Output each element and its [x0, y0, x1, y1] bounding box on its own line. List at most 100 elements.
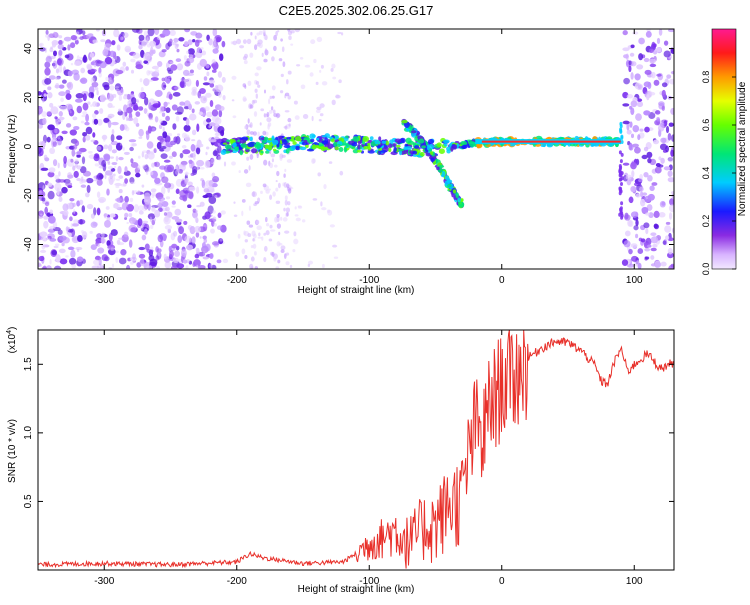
noise-cell: [93, 259, 100, 266]
streak-cell: [288, 123, 291, 127]
branch-cell: [452, 189, 457, 194]
noise-cell: [669, 212, 673, 220]
noise-cell: [192, 210, 198, 219]
noise-cell: [125, 66, 129, 71]
noise-cell: [126, 107, 133, 114]
noise-cell: [138, 34, 145, 41]
noise-cell: [644, 247, 651, 252]
streak-cell: [272, 109, 276, 114]
faint-cell: [72, 116, 78, 121]
carrier-cell: [381, 140, 387, 144]
noise-cell: [184, 178, 188, 185]
streak-cell: [254, 266, 259, 269]
noise-cell: [130, 158, 134, 164]
noise-cell: [118, 175, 124, 179]
noise-cell: [67, 70, 73, 77]
faint-cell: [73, 209, 76, 214]
faint-cell: [91, 113, 97, 119]
noise-cell: [92, 132, 96, 138]
noise-cell: [658, 29, 663, 36]
noise-cell: [162, 131, 168, 139]
carrier-cell: [446, 146, 451, 151]
faint-cell: [191, 129, 197, 136]
spike-cell: [620, 140, 624, 144]
faint-cell: [42, 97, 45, 103]
noise-cell: [81, 30, 86, 36]
streak-cell: [253, 111, 258, 117]
faint-cell: [174, 86, 180, 90]
noise-cell: [38, 210, 44, 217]
faint-cell: [209, 263, 213, 269]
faint-cell: [86, 33, 92, 40]
faint-cell: [123, 32, 129, 38]
noise-cell: [76, 256, 84, 262]
y-tick-label: -40: [23, 237, 34, 252]
noise-cell: [219, 130, 225, 137]
noise-cell: [81, 156, 86, 165]
faint-cell: [107, 121, 110, 124]
noise-cell: [652, 50, 658, 55]
noise-cell: [65, 93, 72, 100]
noise-cell: [627, 219, 633, 227]
noise-cell: [634, 73, 641, 81]
faint-cell: [214, 89, 219, 92]
faint-cell: [87, 64, 92, 69]
noise-cell: [156, 141, 162, 150]
streak-cell: [242, 83, 247, 88]
faint-cell: [232, 40, 237, 46]
noise-cell: [202, 235, 207, 240]
faint-cell: [338, 79, 342, 84]
noise-cell: [208, 79, 215, 84]
streak-cell: [283, 173, 286, 178]
noise-cell: [667, 170, 673, 177]
streak-cell: [284, 168, 287, 173]
streak-cell: [262, 29, 266, 34]
carrier-cell: [303, 139, 308, 143]
noise-cell: [138, 253, 146, 259]
noise-cell: [110, 133, 115, 143]
streak-cell: [253, 251, 257, 256]
noise-cell: [52, 60, 58, 69]
faint-cell: [123, 231, 129, 238]
streak-cell: [284, 92, 290, 97]
noise-cell: [622, 162, 630, 166]
faint-cell: [143, 199, 148, 202]
faint-cell: [90, 213, 95, 219]
faint-cell: [42, 185, 45, 191]
noise-cell: [95, 174, 100, 180]
faint-cell: [90, 139, 96, 143]
streak-cell: [266, 111, 270, 118]
noise-cell: [636, 64, 644, 70]
faint-cell: [73, 219, 79, 224]
noise-cell: [86, 177, 94, 184]
faint-cell: [105, 76, 110, 81]
streak-cell: [273, 34, 277, 41]
noise-cell: [623, 77, 630, 85]
noise-cell: [133, 117, 139, 125]
noise-cell: [191, 86, 198, 93]
faint-cell: [112, 203, 116, 209]
faint-cell: [180, 77, 185, 82]
noise-cell: [72, 165, 76, 171]
faint-cell: [145, 41, 149, 44]
noise-cell: [175, 188, 180, 195]
carrier-cell: [380, 149, 388, 153]
faint-cell: [183, 78, 189, 83]
noise-cell: [663, 50, 671, 58]
streak-cell: [243, 169, 249, 174]
noise-cell: [637, 84, 642, 89]
noise-cell: [128, 139, 137, 143]
noise-cell: [120, 249, 127, 256]
noise-cell: [119, 124, 125, 132]
faint-cell: [307, 260, 314, 265]
noise-cell: [85, 126, 93, 135]
noise-cell: [48, 215, 56, 224]
noise-cell: [67, 44, 71, 51]
noise-cell: [61, 130, 68, 135]
streak-cell: [250, 256, 255, 262]
noise-cell: [628, 143, 634, 151]
faint-cell: [142, 220, 149, 224]
noise-cell: [170, 64, 178, 71]
faint-cell: [326, 209, 331, 214]
